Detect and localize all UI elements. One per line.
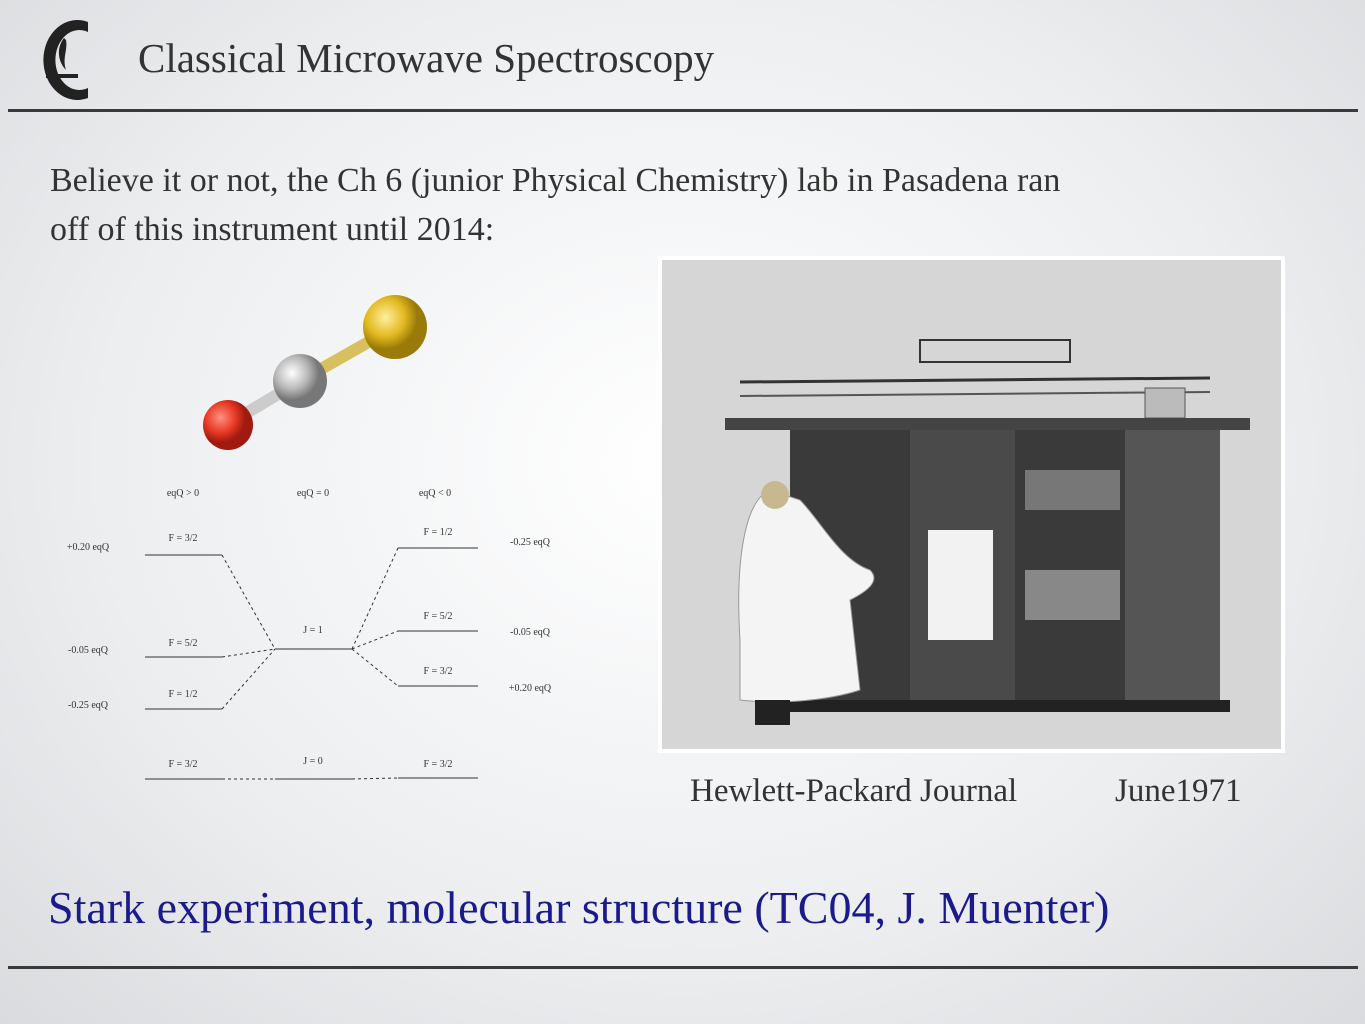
footer-text: Stark experiment, molecular structure (T… — [48, 882, 1110, 933]
caption-date: June1971 — [1115, 773, 1242, 809]
level-label: F = 5/2 — [424, 611, 453, 622]
column-head: eqQ < 0 — [419, 488, 451, 499]
shift-label: -0.25 eqQ — [68, 700, 109, 711]
column-head: eqQ > 0 — [167, 488, 199, 499]
photo — [658, 256, 1285, 753]
rule — [8, 966, 1358, 969]
level-label: F = 1/2 — [424, 527, 453, 538]
body-text: off of this instrument until 2014: — [50, 211, 494, 248]
molecule — [203, 295, 427, 450]
level-label: J = 1 — [303, 625, 323, 636]
logo — [43, 20, 88, 100]
level-label: F = 3/2 — [424, 666, 453, 677]
title: Classical Microwave Spectroscopy — [138, 35, 715, 81]
caption-source: Hewlett-Packard Journal — [690, 773, 1017, 809]
shift-label: +0.20 eqQ — [509, 683, 552, 694]
level-label: F = 1/2 — [169, 689, 198, 700]
level-label: J = 0 — [303, 756, 323, 767]
shift-label: +0.20 eqQ — [67, 542, 110, 553]
rule — [8, 109, 1358, 112]
shift-label: -0.05 eqQ — [510, 627, 551, 638]
level-label: F = 5/2 — [169, 638, 198, 649]
shift-label: -0.25 eqQ — [510, 537, 551, 548]
level-label: F = 3/2 — [169, 533, 198, 544]
energy-diagram — [145, 547, 478, 780]
shift-label: -0.05 eqQ — [68, 645, 109, 656]
body-text: Believe it or not, the Ch 6 (junior Phys… — [50, 162, 1060, 199]
connectors — [221, 547, 399, 780]
column-head: eqQ = 0 — [297, 488, 329, 499]
level-label: F = 3/2 — [424, 759, 453, 770]
level-label: F = 3/2 — [169, 759, 198, 770]
